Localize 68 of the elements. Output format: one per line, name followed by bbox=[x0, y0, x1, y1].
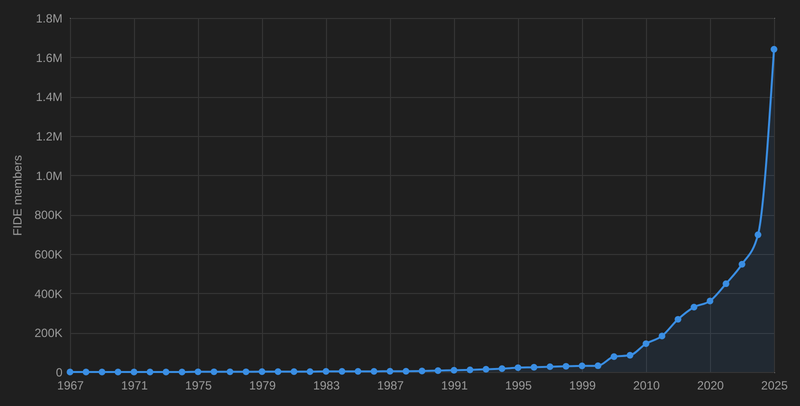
point bbox=[162, 368, 170, 376]
y-tick-label: 800K bbox=[34, 208, 62, 222]
point bbox=[722, 280, 730, 288]
x-tick-label: 1999 bbox=[569, 378, 596, 392]
point bbox=[370, 368, 378, 375]
point bbox=[210, 368, 218, 376]
point bbox=[770, 46, 778, 53]
point bbox=[498, 365, 506, 372]
point bbox=[530, 364, 538, 371]
point bbox=[290, 368, 298, 375]
y-tick-label: 200K bbox=[34, 326, 62, 340]
point bbox=[338, 368, 346, 375]
y-axis-title: FIDE members bbox=[10, 155, 24, 236]
point bbox=[578, 362, 586, 370]
point bbox=[130, 368, 138, 376]
x-tick-label: 2020 bbox=[697, 378, 724, 392]
x-tick-label: 2010 bbox=[633, 378, 660, 392]
point bbox=[434, 367, 442, 374]
point bbox=[386, 368, 394, 375]
point bbox=[610, 353, 618, 360]
point bbox=[354, 368, 362, 375]
x-tick-label: 2025 bbox=[761, 378, 788, 392]
point bbox=[418, 368, 426, 374]
point bbox=[754, 231, 762, 238]
point bbox=[466, 366, 474, 374]
point bbox=[546, 363, 554, 370]
x-tick-label: 1971 bbox=[121, 378, 148, 392]
y-tick-label: 1.4M bbox=[36, 90, 62, 104]
x-tick-label: 1995 bbox=[505, 378, 532, 392]
y-tick-label: 1.2M bbox=[36, 130, 62, 144]
point bbox=[98, 368, 106, 376]
x-tick-label: 1979 bbox=[249, 378, 276, 392]
point bbox=[306, 368, 314, 375]
y-tick-label: 600K bbox=[34, 248, 62, 262]
x-tick-label: 1967 bbox=[57, 378, 84, 392]
y-tick-label: 1.6M bbox=[36, 50, 62, 65]
point bbox=[146, 368, 154, 376]
x-tick-label: 1983 bbox=[313, 378, 340, 392]
point bbox=[482, 366, 490, 373]
point bbox=[178, 368, 186, 376]
point bbox=[322, 368, 330, 375]
x-tick-label: 1991 bbox=[441, 378, 468, 392]
point bbox=[242, 368, 250, 376]
point bbox=[674, 316, 682, 323]
y-tick-label: 1.0M bbox=[36, 168, 62, 183]
point bbox=[194, 368, 202, 376]
point bbox=[562, 362, 570, 370]
point bbox=[706, 298, 714, 304]
point bbox=[66, 368, 74, 376]
point bbox=[402, 368, 410, 375]
x-tick-label: 1987 bbox=[377, 378, 404, 392]
point bbox=[514, 364, 522, 372]
point bbox=[450, 366, 458, 374]
point bbox=[274, 368, 282, 375]
point bbox=[114, 368, 122, 376]
x-tick-label: 1975 bbox=[185, 378, 212, 392]
point bbox=[658, 332, 666, 340]
point bbox=[642, 340, 650, 348]
y-tick-label: 1.8M bbox=[36, 12, 62, 26]
point bbox=[594, 362, 602, 370]
point bbox=[226, 368, 234, 376]
point bbox=[258, 368, 266, 375]
point bbox=[82, 368, 90, 376]
point bbox=[690, 304, 698, 310]
point bbox=[738, 260, 746, 268]
y-tick-label: 0 bbox=[56, 366, 63, 380]
y-tick-label: 400K bbox=[34, 286, 62, 301]
point bbox=[626, 352, 634, 359]
